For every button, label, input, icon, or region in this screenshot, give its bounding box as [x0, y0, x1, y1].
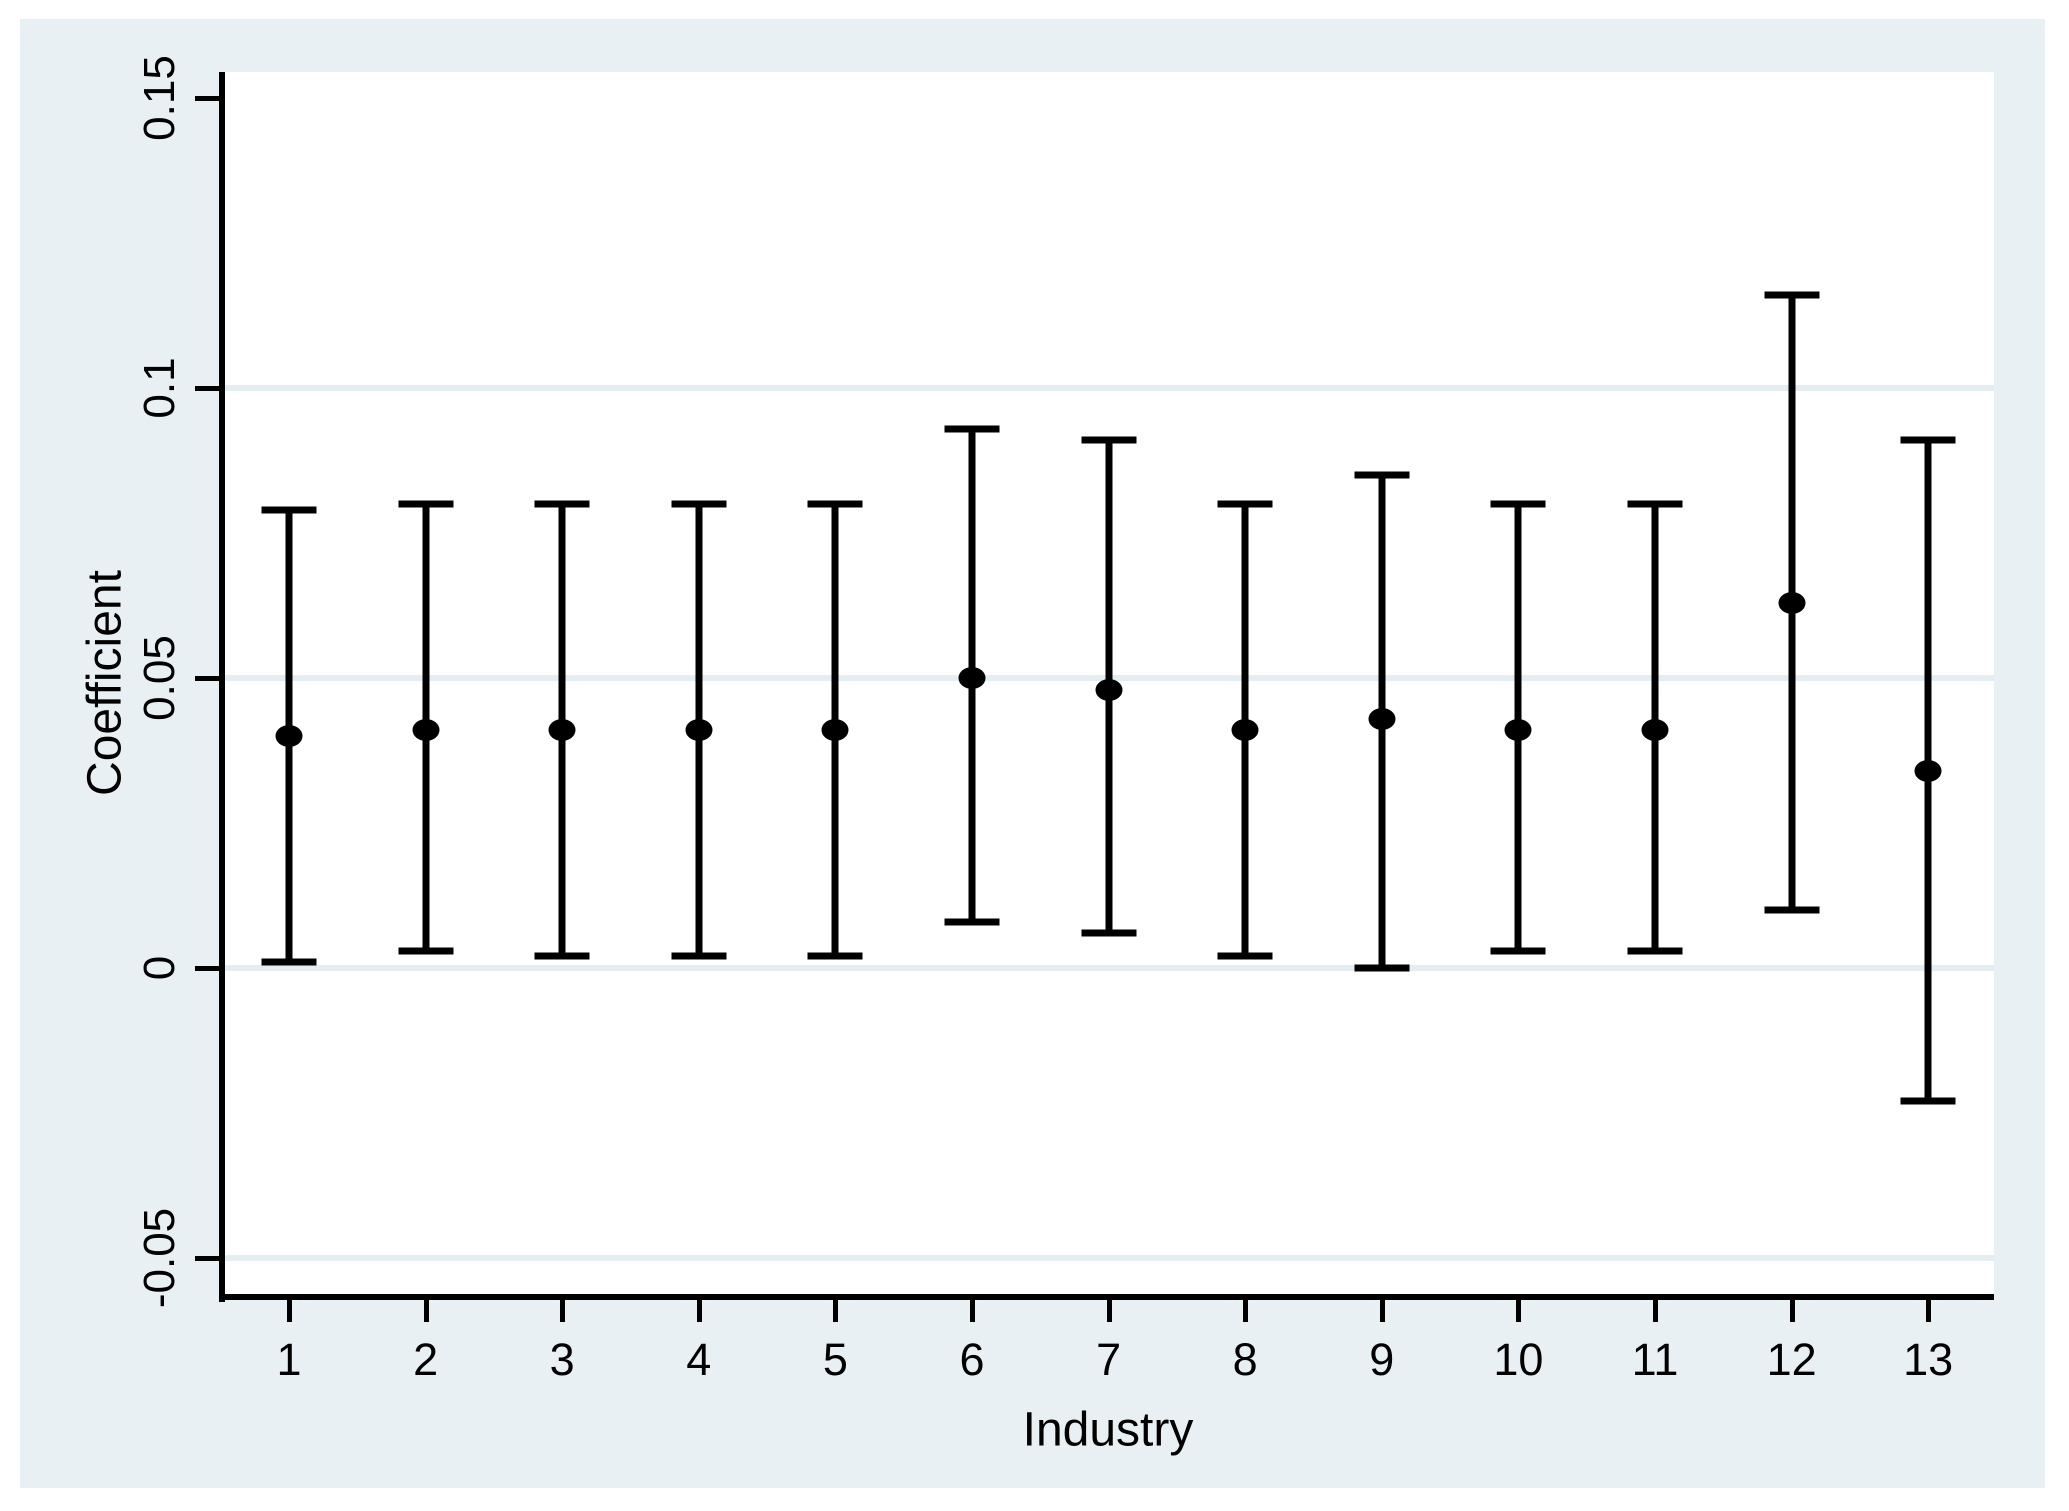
ci-cap-top-7 — [1081, 436, 1137, 444]
point-marker-6 — [958, 667, 986, 689]
ci-cap-bottom-9 — [1354, 964, 1410, 972]
ci-cap-bottom-6 — [944, 918, 1000, 926]
ci-cap-top-12 — [1764, 291, 1820, 299]
x-tick-label-13: 13 — [1903, 1334, 1954, 1385]
x-tick-10 — [1516, 1294, 1522, 1322]
y-axis-title: Coefficient — [78, 570, 132, 796]
ci-cap-bottom-8 — [1217, 952, 1273, 960]
ci-cap-bottom-7 — [1081, 929, 1137, 937]
y-tick-label-0.05: 0.05 — [135, 635, 184, 721]
x-tick-12 — [1789, 1294, 1795, 1322]
x-tick-label-12: 12 — [1766, 1334, 1817, 1385]
point-marker-3 — [548, 719, 576, 742]
ci-cap-bottom-11 — [1627, 947, 1683, 955]
x-tick-6 — [970, 1294, 975, 1322]
ci-cap-top-8 — [1217, 500, 1273, 508]
y-axis-line — [219, 72, 225, 1302]
point-marker-10 — [1504, 719, 1532, 742]
x-tick-1 — [287, 1294, 292, 1322]
x-tick-label-4: 4 — [686, 1334, 712, 1385]
ci-cap-top-10 — [1490, 500, 1546, 508]
point-marker-11 — [1641, 719, 1669, 742]
x-tick-label-1: 1 — [276, 1334, 302, 1385]
point-marker-7 — [1095, 678, 1123, 701]
figure-background: Coefficient Industry 0.15 0.1 0.05 0 -0.05 1 2… — [20, 19, 2045, 1488]
ci-cap-bottom-3 — [534, 952, 590, 960]
ci-cap-bottom-10 — [1490, 947, 1546, 955]
ci-cap-top-3 — [534, 500, 590, 508]
y-tick-0 — [195, 966, 222, 971]
gridline--0.05 — [222, 1255, 1994, 1261]
ci-cap-top-11 — [1627, 500, 1683, 508]
x-tick-11 — [1653, 1294, 1658, 1322]
x-tick-9 — [1379, 1294, 1385, 1322]
y-tick-0.15 — [195, 96, 222, 101]
point-marker-12 — [1778, 591, 1806, 614]
x-tick-2 — [423, 1294, 429, 1322]
x-tick-label-7: 7 — [1096, 1334, 1122, 1385]
x-tick-label-2: 2 — [413, 1334, 439, 1385]
y-tick-label-0.1: 0.1 — [135, 357, 184, 419]
ci-cap-top-5 — [807, 500, 863, 508]
ci-cap-bottom-2 — [398, 947, 454, 955]
ci-cap-top-1 — [261, 506, 317, 514]
y-tick-0.05 — [195, 676, 222, 681]
ci-cap-top-4 — [671, 500, 727, 508]
ci-cap-bottom-12 — [1764, 906, 1820, 914]
plot-area — [222, 72, 1994, 1294]
x-tick-3 — [560, 1294, 566, 1322]
ci-cap-bottom-4 — [671, 952, 727, 960]
x-tick-13 — [1926, 1294, 1932, 1322]
point-marker-1 — [275, 725, 303, 747]
ci-cap-top-6 — [944, 425, 1000, 433]
x-tick-label-6: 6 — [959, 1334, 985, 1385]
x-tick-label-9: 9 — [1369, 1334, 1395, 1385]
x-tick-4 — [696, 1294, 702, 1322]
gridline-0.1 — [222, 385, 1994, 391]
x-tick-5 — [833, 1294, 839, 1322]
point-marker-4 — [685, 719, 713, 742]
point-marker-13 — [1914, 759, 1942, 782]
point-marker-8 — [1231, 719, 1259, 742]
ci-cap-top-13 — [1900, 436, 1956, 444]
y-tick--0.05 — [195, 1256, 222, 1261]
x-tick-label-3: 3 — [549, 1334, 575, 1385]
gridline-0 — [222, 965, 1994, 971]
x-tick-label-10: 10 — [1493, 1334, 1544, 1385]
point-marker-5 — [821, 719, 849, 742]
y-tick-label-0.15: 0.15 — [135, 55, 184, 141]
x-tick-label-5: 5 — [822, 1334, 848, 1385]
ci-cap-top-2 — [398, 500, 454, 508]
y-tick-label-0: 0 — [135, 955, 184, 981]
point-marker-9 — [1368, 707, 1396, 730]
x-axis-line — [219, 1294, 1994, 1300]
x-tick-label-8: 8 — [1232, 1334, 1258, 1385]
ci-cap-bottom-13 — [1900, 1097, 1956, 1105]
x-tick-7 — [1106, 1294, 1112, 1322]
x-tick-8 — [1243, 1294, 1249, 1322]
y-tick-label--0.05: -0.05 — [135, 1207, 184, 1309]
y-tick-0.1 — [195, 386, 222, 391]
x-tick-label-11: 11 — [1631, 1334, 1679, 1385]
ci-cap-top-9 — [1354, 471, 1410, 479]
ci-cap-bottom-1 — [261, 958, 317, 966]
ci-cap-bottom-5 — [807, 952, 863, 960]
point-marker-2 — [412, 719, 440, 742]
x-axis-title: Industry — [1022, 1403, 1194, 1457]
